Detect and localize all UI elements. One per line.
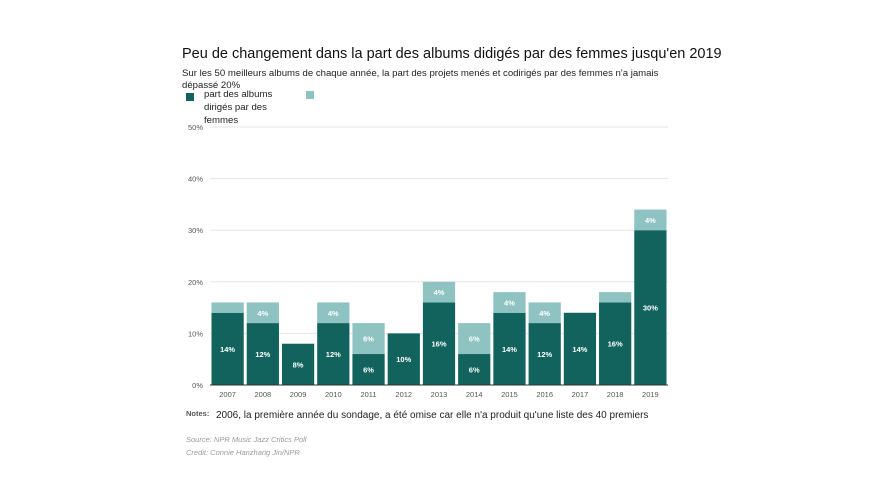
bar-label-secondary: 6% (363, 335, 374, 344)
bar-primary (634, 230, 667, 385)
bar-label-primary: 14% (220, 345, 235, 354)
bar-label-primary: 12% (326, 350, 341, 359)
bar-primary (281, 343, 315, 385)
legend-label: part des albums dirigés par des femmes (204, 89, 273, 126)
bar-secondary (317, 302, 350, 324)
legend-swatch-primary (186, 93, 194, 101)
x-tick-label: 2016 (536, 390, 553, 399)
notes-label: Notes: (186, 409, 210, 418)
bar-label-primary: 10% (396, 355, 411, 364)
bar-secondary (211, 302, 244, 313)
bar-label-primary: 16% (608, 340, 623, 349)
legend-swatch-secondary (306, 91, 314, 99)
bar-label-primary: 12% (255, 350, 270, 359)
chart-title: Peu de changement dans la part des album… (182, 46, 722, 62)
x-tick-label: 2010 (325, 390, 342, 399)
x-tick-label: 2012 (395, 390, 412, 399)
y-tick-label: 40% (188, 175, 203, 184)
x-tick-label: 2018 (607, 390, 624, 399)
bar-secondary (493, 292, 526, 313)
bar-label-primary: 30% (643, 304, 658, 313)
credit-text: Credit: Connie Hanzhang Jin/NPR (186, 448, 300, 457)
bar-secondary (352, 323, 385, 355)
bar-secondary (458, 323, 491, 355)
y-tick-label: 0% (192, 381, 203, 390)
y-tick-label: 10% (188, 329, 203, 338)
bar-primary (211, 312, 244, 385)
x-tick-label: 2013 (431, 390, 448, 399)
source-text: Source: NPR Music Jazz Critics Poll (186, 435, 307, 444)
bar-label-primary: 6% (469, 366, 480, 375)
notes-text: 2006, la première année du sondage, a ét… (216, 410, 649, 421)
bar-label-primary: 6% (363, 366, 374, 375)
bar-secondary (422, 281, 456, 303)
y-tick-label: 20% (188, 278, 203, 287)
x-tick-label: 2007 (219, 390, 236, 399)
bar-label-primary: 14% (502, 345, 517, 354)
x-tick-label: 2015 (501, 390, 518, 399)
bar-primary (422, 302, 456, 385)
bar-secondary (246, 302, 279, 324)
bar-label-secondary: 4% (434, 288, 445, 297)
bar-label-secondary: 4% (328, 309, 339, 318)
bar-primary (528, 323, 561, 385)
bar-secondary (634, 209, 667, 231)
bar-label-secondary: 4% (539, 309, 550, 318)
bar-primary (458, 354, 491, 385)
bar-primary (599, 302, 632, 385)
x-tick-label: 2019 (642, 390, 659, 399)
bar-primary (317, 323, 350, 385)
bar-secondary (599, 292, 632, 303)
bar-primary (352, 354, 385, 385)
x-tick-label: 2009 (290, 390, 307, 399)
bar-label-secondary: 4% (645, 216, 656, 225)
x-tick-label: 2017 (572, 390, 589, 399)
bar-label-secondary: 4% (257, 309, 268, 318)
bar-primary (387, 333, 420, 385)
bar-label-primary: 8% (293, 360, 304, 369)
x-tick-label: 2011 (360, 390, 376, 399)
bar-label-primary: 14% (572, 345, 587, 354)
bar-label-secondary: 6% (469, 335, 480, 344)
y-tick-label: 50% (188, 123, 203, 132)
x-tick-label: 2008 (255, 390, 272, 399)
bar-primary (246, 323, 279, 385)
bar-secondary (528, 302, 561, 324)
bar-primary (493, 312, 526, 385)
bar-label-primary: 16% (431, 340, 446, 349)
bar-label-secondary: 4% (504, 298, 515, 307)
bar-primary (563, 312, 597, 385)
chart-subtitle: Sur les 50 meilleurs albums de chaque an… (182, 68, 659, 91)
y-tick-label: 30% (188, 226, 203, 235)
bar-label-primary: 12% (537, 350, 552, 359)
x-tick-label: 2014 (466, 390, 483, 399)
